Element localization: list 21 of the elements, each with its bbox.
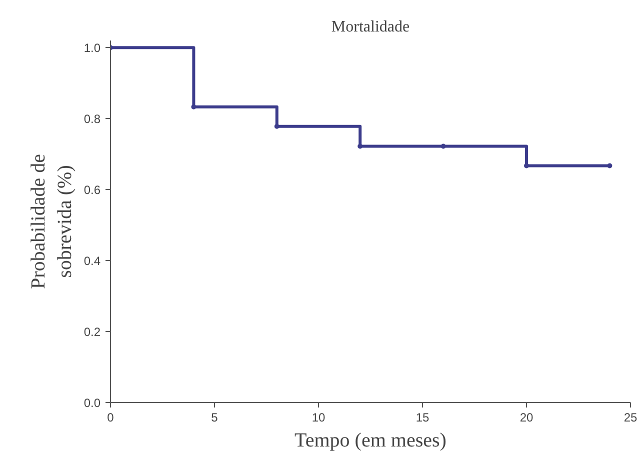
y-tick-label: 0.0 [84, 396, 101, 410]
y-axis-title: Probabilidade de sobrevida (%) [27, 154, 76, 289]
x-tick-label: 0 [107, 410, 114, 424]
y-tick-label: 0.6 [84, 183, 101, 198]
chart-title: Mortalidade [331, 18, 410, 36]
y-tick-label: 1.0 [84, 41, 101, 56]
x-tick-label: 15 [416, 410, 430, 424]
point [191, 104, 196, 110]
point [358, 144, 363, 149]
x-tick-label: 10 [312, 410, 326, 424]
x-axis-title: Tempo (em meses) [294, 430, 446, 452]
point [524, 163, 529, 168]
y-tick-label: 0.4 [84, 254, 101, 268]
point [440, 144, 446, 149]
y-tick-label: 0.8 [84, 112, 101, 126]
point [607, 163, 612, 168]
y-tick-label: 0.2 [84, 325, 101, 340]
x-tick-label: 5 [211, 410, 218, 424]
point [274, 124, 280, 129]
x-tick-label: 25 [624, 410, 638, 424]
x-tick-label: 20 [520, 410, 534, 424]
